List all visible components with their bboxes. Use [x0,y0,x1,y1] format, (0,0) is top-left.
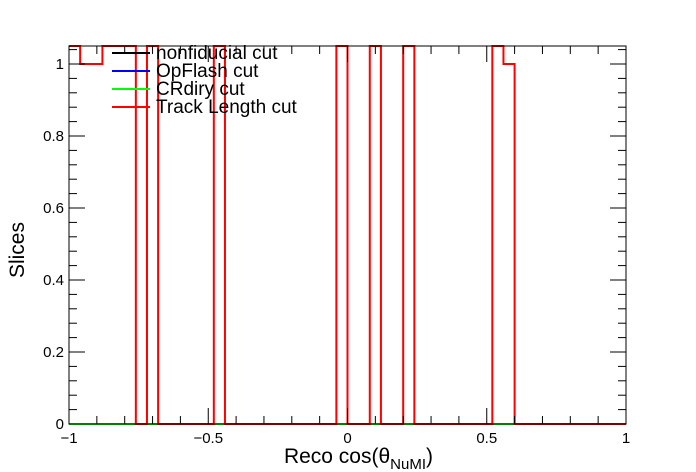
x-axis-title-suffix: ) [426,445,433,468]
y-tick-label: 0.4 [43,272,64,289]
series-line-track-length-cut [69,45,626,425]
x-tick-label: −0.5 [193,430,223,447]
y-tick-label: 1 [56,56,64,73]
legend-label-opflash-cut: OpFlash cut [156,61,259,82]
ticks-layer: −1 −0.5 0 0.5 1 0 0.2 0.4 0.6 0.8 1 [43,46,630,447]
y-axis-title: Slices [6,222,29,278]
y-tick-label: 0 [56,416,64,433]
legend-label-crdiry-cut: CRdiry cut [156,79,245,100]
legend-label-track-length-cut: Track Length cut [156,97,298,118]
x-axis-title-main: Reco cos(θ [284,445,390,468]
x-tick-label: 0 [343,430,351,447]
x-tick-label: 1 [622,430,630,447]
legend-label-nonfiducial-cut: nonfiducial cut [156,43,278,64]
x-tick-label: 0.5 [476,430,497,447]
series-layer [69,45,626,425]
x-axis-title-subscript: NuMI [390,456,426,472]
y-tick-label: 0.8 [43,128,64,145]
x-tick-label: −1 [60,430,77,447]
y-tick-label: 0.2 [43,344,64,361]
y-tick-label: 0.6 [43,200,64,217]
x-axis-title: Reco cos(θNuMI) [284,445,433,472]
